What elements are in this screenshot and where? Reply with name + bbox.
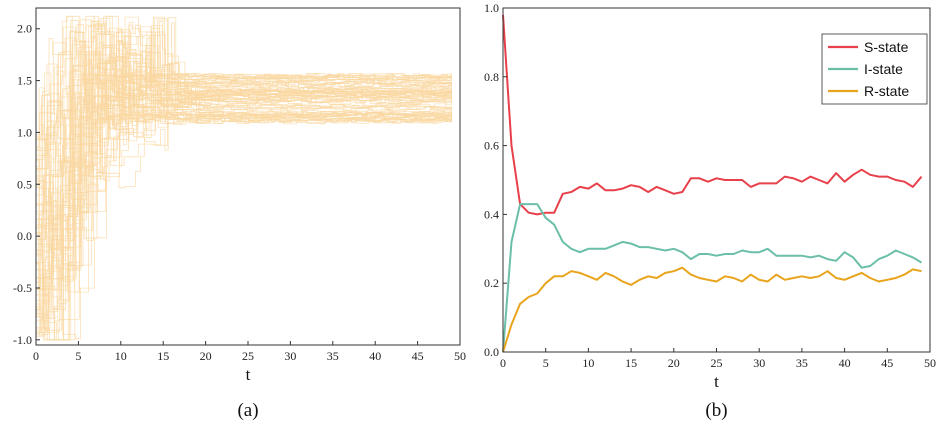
x-tick-label: 0 [33, 349, 39, 363]
panel-a-chart: 0 5 10 15 20 25 30 35 40 45 50 -1.0 -0.5 0.0 0.5 1.0 1.… [13, 7, 466, 421]
panel-b-y-ticks: 0.0 0.2 0.4 0.6 0.8 1.0 [484, 1, 507, 359]
x-tick-label: 20 [668, 356, 680, 370]
trajectory-line [36, 95, 452, 245]
trajectory-line [36, 15, 452, 178]
trajectory-line [36, 64, 452, 206]
x-tick-label: 30 [284, 349, 296, 363]
trajectory-line [36, 116, 452, 169]
x-tick-label: 30 [753, 356, 765, 370]
x-tick-label: 25 [242, 349, 254, 363]
y-tick-label: 0.5 [17, 177, 32, 191]
x-tick-label: 5 [75, 349, 81, 363]
trajectory-line [36, 24, 452, 319]
trajectory-line [36, 115, 452, 291]
series-line-s-state [502, 14, 923, 216]
y-tick-label: 0.0 [17, 229, 32, 243]
panel-a-trajectories [36, 15, 452, 341]
trajectory-line [36, 38, 452, 135]
y-tick-label: 0.2 [484, 276, 499, 290]
x-tick-label: 50 [924, 356, 936, 370]
x-tick-label: 0 [500, 356, 506, 370]
x-tick-label: 10 [115, 349, 127, 363]
panel-b-x-ticks: 0 5 10 15 20 25 30 35 40 45 50 [500, 348, 936, 370]
y-tick-label: 1.0 [484, 1, 499, 15]
x-tick-label: 50 [454, 349, 466, 363]
x-tick-label: 40 [369, 349, 381, 363]
legend-label-i-state: I-state [864, 61, 903, 77]
trajectory-line [36, 93, 452, 177]
x-tick-label: 10 [582, 356, 594, 370]
y-tick-label: 0.0 [484, 345, 499, 359]
x-tick-label: 45 [881, 356, 893, 370]
trajectory-line [36, 47, 452, 312]
x-tick-label: 20 [200, 349, 212, 363]
x-tick-label: 45 [412, 349, 424, 363]
x-tick-label: 15 [625, 356, 637, 370]
y-tick-label: 0.4 [484, 207, 499, 221]
trajectory-line [36, 80, 452, 226]
y-tick-label: -0.5 [13, 281, 32, 295]
trajectory-line [36, 29, 452, 261]
trajectory-line [36, 99, 452, 333]
trajectory-line [36, 59, 452, 337]
trajectory-line [36, 15, 452, 313]
panel-a-x-axis-label: t [246, 365, 251, 384]
trajectory-line [36, 93, 452, 311]
y-tick-label: 1.5 [17, 74, 32, 88]
panel-b-x-axis-label: t [714, 372, 719, 391]
x-tick-label: 15 [157, 349, 169, 363]
trajectory-line [36, 94, 452, 296]
trajectory-line [36, 25, 452, 252]
panel-b-chart: 0 5 10 15 20 25 30 35 40 45 50 0.00.20.40.60.81.0 … [484, 1, 936, 421]
trajectory-line [36, 24, 452, 305]
x-tick-label: 25 [711, 356, 723, 370]
legend-label-r-state: R-state [864, 83, 909, 99]
panel-b-series-lines [502, 14, 923, 353]
trajectory-line [36, 20, 452, 329]
trajectory-line [36, 17, 452, 333]
series-line-i-state [502, 203, 923, 353]
trajectory-line [36, 60, 452, 341]
y-tick-label: 0.6 [484, 139, 499, 153]
panel-a-caption: (a) [237, 400, 258, 421]
panel-b-caption: (b) [705, 400, 727, 421]
trajectory-line [36, 113, 452, 284]
trajectory-line [36, 112, 452, 341]
trajectory-line [36, 18, 452, 229]
panel-a-x-ticks: 0 5 10 15 20 25 30 35 40 45 50 [33, 341, 466, 363]
trajectory-line [36, 93, 452, 319]
x-tick-label: 40 [839, 356, 851, 370]
trajectory-line [36, 15, 452, 151]
x-tick-label: 35 [327, 349, 339, 363]
legend-label-s-state: S-state [864, 39, 909, 55]
y-tick-label: 0.8 [484, 70, 499, 84]
x-tick-label: 35 [796, 356, 808, 370]
x-tick-label: 5 [543, 356, 549, 370]
y-tick-label: 2.0 [17, 22, 32, 36]
panel-a-y-ticks: -1.0 -0.5 0.0 0.5 1.0 1.5 2.0 [13, 22, 40, 347]
trajectory-line [36, 15, 452, 234]
series-line-r-state [502, 266, 922, 353]
y-tick-label: 1.0 [17, 125, 32, 139]
y-tick-label: -1.0 [13, 333, 32, 347]
panel-b-legend: S-state I-state R-state [821, 33, 928, 105]
